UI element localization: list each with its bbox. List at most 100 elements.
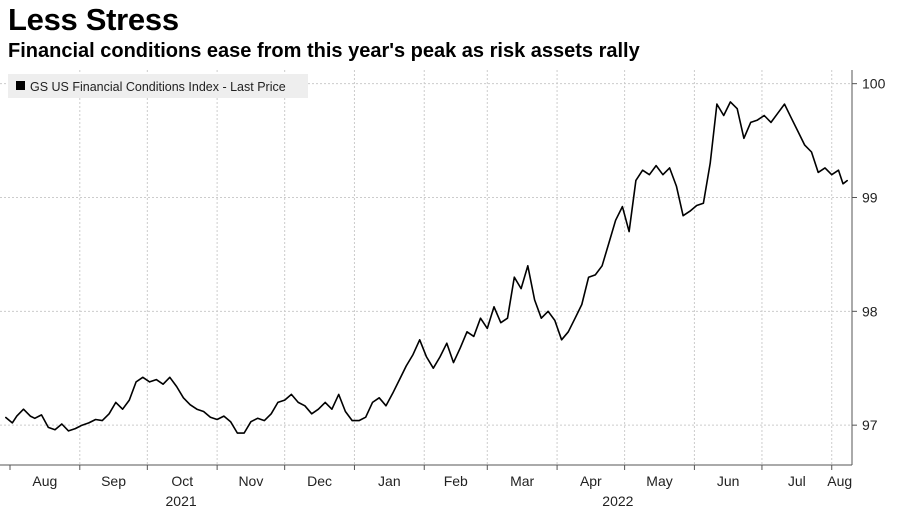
- data-point: [534, 299, 536, 301]
- x-tick-label: Sep: [101, 473, 126, 489]
- data-point: [290, 393, 292, 395]
- data-point: [304, 405, 306, 407]
- data-point: [729, 101, 731, 103]
- data-point: [574, 317, 576, 319]
- data-point: [412, 354, 414, 356]
- data-point: [842, 183, 844, 185]
- data-point: [567, 331, 569, 333]
- data-point: [419, 339, 421, 341]
- data-point: [182, 397, 184, 399]
- legend-box: [8, 74, 308, 98]
- data-point: [176, 386, 178, 387]
- legend-label: GS US Financial Conditions Index - Last …: [30, 80, 286, 94]
- data-point: [385, 405, 387, 407]
- y-tick-label: 98: [862, 303, 878, 319]
- x-year-label: 2022: [602, 493, 633, 509]
- data-point: [270, 413, 272, 415]
- data-point: [189, 404, 191, 406]
- data-point: [277, 401, 279, 403]
- x-tick-label: Apr: [580, 473, 602, 489]
- data-point: [257, 417, 259, 419]
- data-point: [230, 421, 232, 423]
- data-point: [615, 219, 617, 221]
- data-point: [824, 167, 826, 169]
- data-point: [196, 408, 198, 410]
- data-point: [81, 424, 83, 426]
- x-tick-label: Jun: [717, 473, 740, 489]
- data-point: [122, 408, 124, 410]
- series-layer: [4, 101, 848, 434]
- data-point: [101, 420, 103, 422]
- data-point: [635, 179, 637, 181]
- data-point: [770, 121, 772, 123]
- x-year-label: 2021: [166, 493, 197, 509]
- data-point: [662, 174, 664, 176]
- x-tick-label: Nov: [238, 473, 263, 489]
- data-point: [297, 401, 299, 403]
- data-point: [804, 144, 806, 146]
- data-point: [669, 167, 671, 169]
- y-tick-label: 97: [862, 417, 878, 433]
- data-point: [23, 408, 24, 410]
- data-point: [284, 399, 286, 401]
- x-axis: Aug Sep Oct Nov Dec Jan Feb Mar Apr May Jun Jul Aug 2…: [0, 464, 852, 509]
- data-point: [642, 169, 644, 171]
- x-tick-label: Jul: [788, 473, 806, 489]
- x-tick-label: Aug: [32, 473, 57, 489]
- data-point: [736, 108, 738, 110]
- data-point: [750, 121, 752, 123]
- data-point: [250, 421, 252, 423]
- data-point: [372, 401, 373, 403]
- data-point: [473, 335, 475, 337]
- data-point: [16, 415, 18, 417]
- data-point: [453, 362, 454, 364]
- data-point: [648, 174, 650, 176]
- data-point: [682, 215, 684, 217]
- data-point: [547, 310, 549, 312]
- data-point: [784, 103, 785, 105]
- data-point: [365, 416, 367, 418]
- data-point: [601, 265, 603, 267]
- data-point: [34, 417, 36, 419]
- chart-subtitle: Financial conditions ease from this year…: [8, 40, 640, 62]
- y-tick-label: 100: [862, 76, 886, 92]
- x-tick-label: May: [646, 473, 672, 489]
- legend: GS US Financial Conditions Index - Last …: [8, 74, 308, 98]
- legend-swatch: [16, 81, 25, 90]
- data-point: [426, 356, 427, 358]
- data-point: [108, 413, 110, 415]
- data-point: [216, 419, 218, 420]
- data-point: [459, 347, 461, 349]
- x-tick-label: Feb: [444, 473, 468, 489]
- data-point: [621, 206, 623, 208]
- data-point: [432, 367, 434, 369]
- data-point: [392, 392, 394, 394]
- data-point: [520, 288, 522, 290]
- data-point: [61, 423, 63, 425]
- data-point: [223, 415, 225, 417]
- data-point: [209, 416, 211, 418]
- data-point: [561, 339, 563, 341]
- data-point: [847, 179, 848, 181]
- data-point: [317, 408, 319, 410]
- data-point: [675, 185, 677, 187]
- data-point: [338, 393, 340, 395]
- data-point: [439, 356, 441, 358]
- x-tick-label: Oct: [171, 473, 193, 489]
- data-point: [723, 115, 725, 116]
- data-point: [709, 162, 711, 164]
- data-point: [54, 429, 56, 431]
- data-point: [554, 319, 556, 321]
- data-point: [169, 376, 171, 378]
- data-point: [716, 103, 718, 105]
- data-point: [507, 317, 508, 319]
- x-tick-label: Mar: [510, 473, 534, 489]
- data-point: [817, 171, 819, 173]
- data-point: [790, 117, 792, 119]
- data-point: [162, 383, 164, 385]
- data-point: [41, 414, 42, 416]
- gridlines: [0, 70, 852, 465]
- data-point: [29, 415, 31, 417]
- data-point: [831, 174, 833, 176]
- data-point: [811, 151, 812, 153]
